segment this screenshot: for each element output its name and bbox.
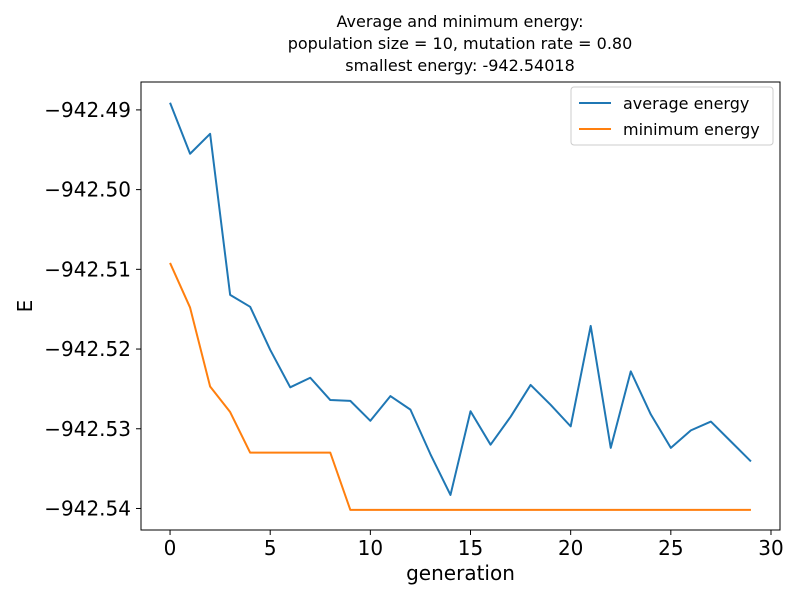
y-tick-label: −942.50 [44,178,131,202]
y-tick-label: −942.54 [44,496,131,520]
y-tick-label: −942.53 [44,417,131,441]
y-tick-label: −942.51 [44,257,131,281]
legend: average energy minimum energy [570,86,774,146]
series-lines [169,102,752,511]
x-tick-label: 0 [164,536,177,560]
x-tick-label: 10 [358,536,383,560]
chart-title-line-2: population size = 10, mutation rate = 0.… [287,34,633,53]
x-axis-ticks: 0 5 10 15 20 25 30 [164,530,784,560]
x-tick-label: 20 [558,536,583,560]
x-tick-label: 30 [758,536,783,560]
chart-title-line-1: Average and minimum energy: [336,12,584,31]
x-axis-label: generation [406,561,515,585]
legend-label: minimum energy [623,120,760,139]
x-tick-label: 5 [264,536,277,560]
plot-frame [140,81,781,531]
series-line-minimum-energy [169,262,751,511]
y-axis-ticks: −942.49 −942.50 −942.51 −942.52 −942.53 −942.… [44,98,141,520]
y-tick-label: −942.49 [44,98,131,122]
series-line-average-energy [169,102,752,496]
legend-label: average energy [623,94,749,113]
y-axis-label: E [13,300,37,313]
chart-title-line-3: smallest energy: -942.54018 [345,56,575,75]
legend-box [570,86,774,146]
x-tick-label: 15 [458,536,483,560]
x-tick-label: 25 [658,536,683,560]
y-tick-label: −942.52 [44,337,131,361]
